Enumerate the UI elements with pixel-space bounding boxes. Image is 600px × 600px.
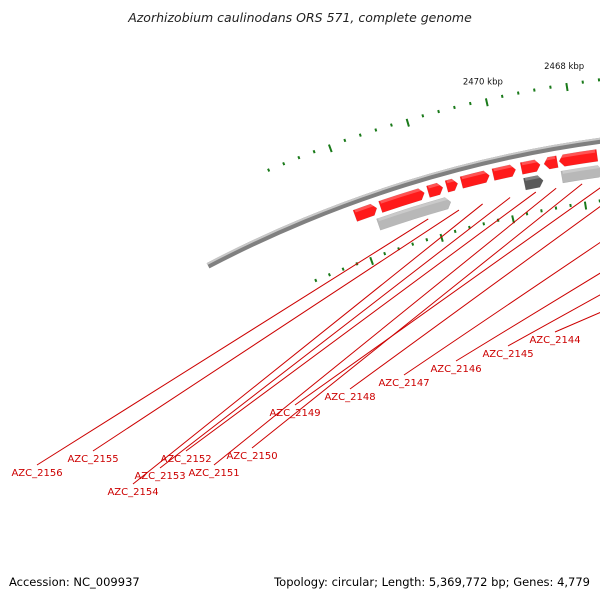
accession-label: Accession: NC_009937 [9, 575, 140, 589]
gene-arrow [523, 175, 544, 191]
gene-callouts: AZC_2144 AZC_2145AZC_2146AZC_2147AZC_2148… [11, 183, 600, 498]
callout-line [185, 191, 537, 452]
scale-tick [358, 133, 362, 137]
scale-tick [516, 91, 520, 95]
scale-tick-inner [554, 206, 558, 210]
scale-tick [500, 94, 504, 99]
genome-stats: Topology: circular; Length: 5,369,772 bp… [273, 575, 590, 589]
gene-arrow [459, 170, 490, 189]
kbp-label: 2470 kbp [463, 78, 503, 88]
callout-line [251, 183, 583, 449]
gene-arrow [560, 165, 600, 184]
gene-label: AZC_2147 [378, 378, 429, 389]
scale-tick-inner [341, 267, 345, 271]
callout-line [294, 187, 600, 406]
scale-tick-inner [314, 278, 318, 283]
gene-bevel [461, 170, 488, 180]
scale-tick-inner [525, 212, 529, 216]
gene-bevel [427, 182, 441, 189]
scale-tick-inner [569, 203, 572, 208]
callout-line [403, 241, 600, 376]
gene-arrow [444, 178, 459, 193]
gene-arrow [519, 159, 541, 175]
gene-bevel [544, 155, 556, 161]
scale-tick-inner [453, 229, 457, 234]
scale-tick-inner [369, 256, 374, 266]
scale-tick [421, 114, 425, 118]
gene-bevel [524, 174, 542, 181]
scale-tick [267, 168, 271, 172]
scale-tick [549, 85, 552, 89]
scale-tick [468, 101, 472, 106]
gene-label: AZC_2153 [134, 471, 185, 482]
gene-track [352, 149, 600, 231]
gene-label: AZC_2155 [67, 454, 118, 465]
kbp-label: 2468 kbp [544, 62, 584, 72]
gene-label: AZC_2151 [188, 468, 239, 479]
gene-label: AZC_2156 [11, 468, 62, 479]
scale-tick-inner [583, 201, 588, 210]
gene-label: AZC_2145 [482, 349, 533, 360]
scale-tick-inner [327, 272, 331, 277]
gene-label: AZC_2144 [529, 335, 580, 346]
scale-tick [297, 155, 301, 160]
gene-arrow [491, 164, 517, 181]
gene-bevel [521, 159, 539, 166]
map-title: Azorhizobium caulinodans ORS 571, comple… [127, 10, 472, 25]
gene-arrow [376, 197, 452, 231]
callout-line [213, 187, 557, 466]
scale-tick [453, 105, 456, 110]
gene-label: AZC_2146 [430, 364, 481, 375]
scale-tick-inner [540, 209, 543, 213]
callout-line [455, 272, 600, 362]
callout-line [349, 205, 600, 390]
gene-arrow [378, 188, 425, 213]
callout-line [36, 218, 429, 466]
gene-arrow [426, 182, 444, 198]
gene-bevel [446, 178, 456, 184]
gene-label: AZC_2148 [324, 392, 375, 403]
callout-line [507, 294, 600, 347]
scale-tick [405, 118, 410, 127]
gene-label: AZC_2154 [107, 487, 158, 498]
scale-tick [390, 123, 393, 127]
gene-bevel [559, 149, 596, 159]
scale-tick-inner [425, 237, 429, 242]
scale-tick [343, 138, 347, 143]
gene-bevel [354, 203, 375, 213]
gene-bevel [377, 196, 449, 222]
callout-line [554, 312, 600, 333]
scale-tick-inner [383, 251, 387, 256]
scale-tick-inner [411, 242, 415, 246]
scale-tick [533, 88, 536, 92]
scale-tick [374, 128, 378, 132]
scale-tick [484, 98, 489, 107]
gene-bevel [379, 187, 423, 204]
scale-tick [565, 82, 569, 92]
gene-arrow [543, 155, 559, 170]
gene-bevel [562, 165, 600, 174]
callout-line [132, 203, 483, 485]
scale-tick [312, 149, 316, 154]
callout-line [159, 197, 511, 469]
callout-line [92, 209, 460, 452]
scale-tick-inner [439, 233, 444, 242]
scale-tick [437, 109, 440, 114]
gene-label: AZC_2150 [226, 451, 277, 462]
scale-tick [327, 144, 333, 153]
gene-bevel [493, 164, 514, 172]
gene-label: AZC_2152 [160, 454, 211, 465]
gene-arrow [558, 149, 599, 167]
scale-tick [282, 161, 286, 166]
scale-tick-inner [482, 222, 486, 226]
gene-arrow [352, 203, 378, 222]
